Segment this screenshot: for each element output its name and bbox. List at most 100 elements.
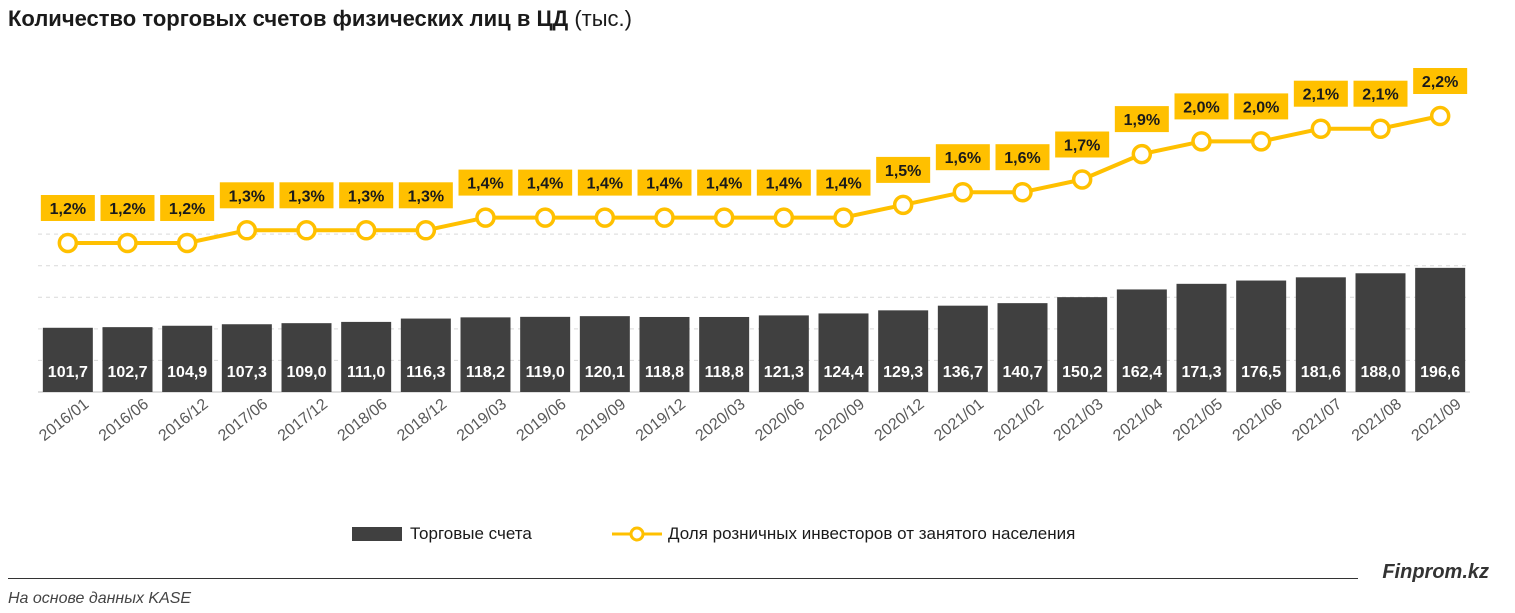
line-label-box (1413, 68, 1468, 94)
line-label-box (40, 195, 95, 221)
bar-value-label: 119,0 (526, 364, 565, 381)
line-value-label: 1,4% (825, 176, 861, 193)
bar (520, 316, 571, 392)
brand-logo: Finprom.kz (1382, 561, 1489, 583)
line-value-label: 1,9% (1124, 112, 1160, 129)
line-point (833, 207, 854, 228)
bar-value-label: 171,3 (1181, 364, 1221, 381)
line-point (296, 220, 317, 241)
bar-value-label: 101,7 (48, 364, 88, 381)
line-value-label: 1,3% (288, 188, 324, 205)
legend-line-marker-icon (612, 526, 662, 542)
legend-item-line: Доля розничных инвесторов от занятого на… (612, 524, 1075, 544)
line-value-label: 1,4% (706, 176, 742, 193)
bar-value-label: 150,2 (1062, 364, 1102, 381)
bar (699, 316, 750, 392)
footer-divider (8, 578, 1358, 579)
chart-legend: Торговые счета Доля розничных инвесторов… (0, 524, 1515, 550)
bar (1295, 277, 1346, 392)
bar-value-label: 129,3 (883, 364, 923, 381)
x-tick-label: 2021/02 (991, 396, 1047, 445)
bar-value-label: 121,3 (764, 364, 804, 381)
line-point (892, 194, 914, 216)
line-points: 1,2% 1,2% 1,2% 1,3% 1,3% 1,3% 1,3% 1,4% 1,4% 1,4%… (40, 68, 1468, 254)
line-point (1429, 105, 1451, 127)
line-value-label: 1,4% (467, 176, 503, 193)
bar-value-label: 104,9 (167, 364, 207, 381)
line-label-box (100, 195, 155, 221)
line-label-box (816, 169, 871, 196)
line-label-box (398, 182, 453, 209)
x-tick-label: 2021/03 (1051, 396, 1107, 445)
legend-bars-label: Торговые счета (410, 524, 532, 543)
line-label-box (219, 182, 274, 209)
line-value-label: 1,6% (1004, 150, 1040, 167)
x-tick-label: 2018/12 (394, 396, 450, 445)
line-point (415, 220, 437, 241)
bar (221, 324, 272, 392)
line-value-label: 1,2% (109, 201, 145, 218)
x-tick-label: 2021/09 (1409, 396, 1465, 445)
bar-value-label: 107,3 (227, 364, 267, 381)
x-tick-label: 2021/05 (1170, 396, 1226, 445)
chart-title-main: Количество торговых счетов физических ли… (8, 6, 569, 31)
bar (102, 327, 153, 392)
legend-bar-swatch-icon (352, 527, 402, 541)
bar-value-label: 176,5 (1241, 364, 1281, 381)
line-point (1131, 143, 1153, 165)
line-label-box (1353, 80, 1408, 107)
bar (579, 316, 630, 392)
legend-item-bars: Торговые счета (352, 524, 532, 544)
bar (878, 310, 929, 392)
bar (281, 323, 332, 392)
bar-value-label: 118,8 (645, 364, 684, 381)
x-tick-label: 2020/09 (812, 396, 868, 445)
line-value-label: 1,2% (169, 201, 205, 218)
line-value-label: 1,3% (408, 188, 444, 205)
line-label-box (637, 169, 692, 196)
bar (42, 327, 93, 392)
bar (1355, 273, 1406, 392)
line-value-label: 1,3% (229, 188, 265, 205)
x-tick-label: 2019/09 (573, 396, 629, 445)
bar-value-label: 140,7 (1002, 364, 1042, 381)
line-series (67, 114, 1441, 245)
line-label-box (577, 169, 632, 196)
line-label-box (876, 156, 931, 183)
line-point (1370, 118, 1391, 139)
line-point (475, 207, 496, 228)
bar (1236, 280, 1287, 392)
x-tick-label: 2021/01 (931, 396, 987, 445)
line-label-box (935, 144, 990, 171)
line-value-label: 1,4% (766, 176, 802, 193)
bar-value-label: 136,7 (943, 364, 983, 381)
line-value-label: 2,1% (1362, 87, 1398, 104)
line-point (1191, 131, 1212, 152)
line-point (236, 220, 258, 241)
bar (997, 303, 1048, 392)
line-point (713, 207, 735, 228)
x-axis-ticks: 2016/01 2016/06 2016/12 2017/06 2017/12 2018/… (36, 396, 1464, 445)
bar-value-label: 181,6 (1301, 364, 1341, 381)
bar-value-label: 118,8 (705, 364, 744, 381)
line-point (594, 207, 616, 228)
line-point (534, 207, 556, 228)
line-label-box (279, 182, 334, 209)
line-label-box (1293, 80, 1348, 107)
line-point (355, 220, 377, 241)
chart-title-unit: (тыс.) (574, 6, 632, 31)
legend-line-label: Доля розничных инвесторов от занятого на… (668, 524, 1076, 543)
line-value-label: 1,3% (348, 188, 384, 205)
bar-value-label: 111,0 (347, 364, 385, 381)
bar-value-label: 196,6 (1420, 364, 1460, 381)
line-point (654, 207, 675, 228)
bar-value-label: 109,0 (286, 364, 326, 381)
line-value-label: 1,6% (945, 150, 981, 167)
bar-value-label: 124,4 (823, 364, 863, 381)
bar-value-label: 118,2 (466, 364, 505, 381)
x-tick-label: 2017/06 (215, 396, 271, 445)
line-label-box (756, 169, 811, 196)
x-tick-label: 2020/03 (693, 396, 749, 445)
x-tick-label: 2020/06 (752, 396, 808, 445)
line-point (1250, 131, 1272, 152)
